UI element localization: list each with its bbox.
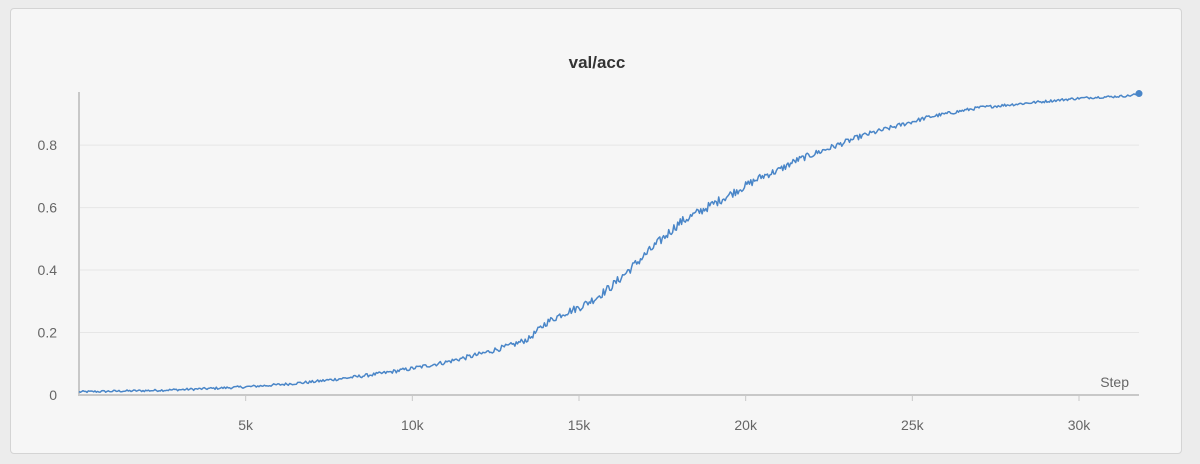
x-tick-label: 20k: [734, 417, 758, 433]
x-tick-label: 25k: [901, 417, 925, 433]
y-tick-label: 0.4: [38, 262, 58, 278]
x-axis-ticks: 5k 10k 15k 20k 25k 30k: [238, 395, 1091, 433]
series-end-point[interactable]: [1135, 90, 1143, 98]
y-tick-label: 0.6: [38, 200, 58, 216]
x-tick-label: 15k: [568, 417, 592, 433]
line-chart[interactable]: val/acc 00.20.40.60.8 5k 10k 15k 20k 25k 30k …: [11, 9, 1183, 455]
x-tick-label: 10k: [401, 417, 425, 433]
y-tick-label: 0.8: [38, 137, 58, 153]
chart-title: val/acc: [569, 53, 626, 72]
y-tick-label: 0: [49, 387, 57, 403]
series-line: [78, 92, 1140, 394]
x-tick-label: 5k: [238, 417, 254, 433]
x-axis-label: Step: [1100, 374, 1129, 390]
y-tick-label: 0.2: [38, 325, 58, 341]
y-axis-ticks: 0 0.2 0.4 0.6 0.8: [38, 137, 58, 403]
chart-panel: val/acc 0 0.2 0.4 0.6 0.8 5k 10k 15k 20k 25k 30k …: [10, 8, 1182, 454]
series-layer: [78, 90, 1143, 394]
grid-lines: [79, 144, 1139, 334]
x-tick-label: 30k: [1068, 417, 1092, 433]
